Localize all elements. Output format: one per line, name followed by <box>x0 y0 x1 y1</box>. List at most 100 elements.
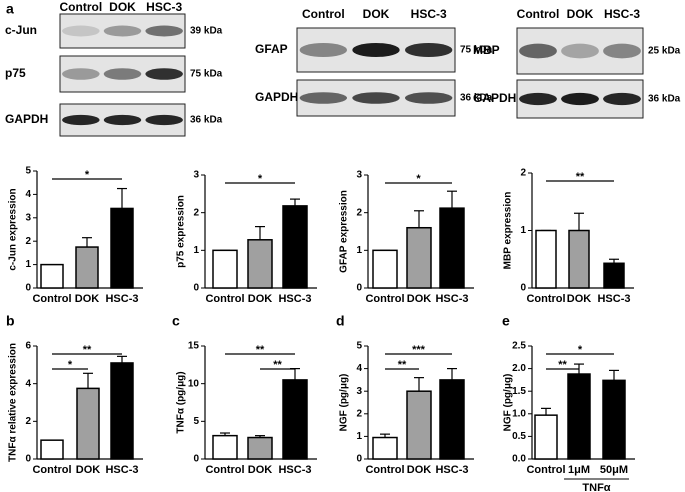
panel-letter: d <box>336 313 345 329</box>
blot-band <box>352 92 400 104</box>
y-tick-label: 0 <box>193 283 199 294</box>
y-axis-label: TNFα relative expression <box>8 343 19 462</box>
blot-band <box>519 92 557 106</box>
kda-label: 75 kDa <box>460 45 493 56</box>
significance-label: * <box>258 173 263 185</box>
bar <box>535 229 557 289</box>
bar <box>406 226 432 289</box>
y-tick-label: 5 <box>356 341 362 352</box>
y-tick-label: 5 <box>25 166 31 177</box>
blot-band <box>103 25 142 37</box>
x-tick-label: Control <box>205 464 244 476</box>
significance-label: ** <box>83 344 92 356</box>
lane-label: Control <box>60 0 103 14</box>
bar <box>603 262 625 289</box>
y-tick-label: 2.0 <box>512 363 526 374</box>
x-tick-label: HSC-3 <box>278 464 311 476</box>
x-tick-label: Control <box>32 293 71 305</box>
lane-label: HSC-3 <box>146 0 182 14</box>
y-tick-label: 0 <box>356 283 362 294</box>
kda-label: 36 kDa <box>190 115 223 126</box>
y-tick-label: 2 <box>193 207 199 218</box>
blot-band <box>299 92 348 104</box>
bar <box>567 373 591 460</box>
blot-band <box>603 92 641 106</box>
blot-band <box>561 92 599 106</box>
x-tick-label: DOK <box>248 464 273 476</box>
x-tick-label: DOK <box>75 293 100 305</box>
y-tick-label: 1 <box>25 259 31 270</box>
x-tick-label: Control <box>365 293 404 305</box>
y-axis-label: GFAP expression <box>339 190 350 273</box>
y-tick-label: 2.5 <box>512 341 526 352</box>
x-tick-label: DOK <box>407 464 432 476</box>
x-tick-label: Control <box>205 293 244 305</box>
bar <box>439 379 465 460</box>
bar <box>76 387 100 460</box>
panel-letter: b <box>6 313 15 329</box>
protein-label: p75 <box>5 66 26 80</box>
x-tick-label: HSC-3 <box>105 293 138 305</box>
protein-label: GAPDH <box>473 91 516 105</box>
bar <box>40 439 64 460</box>
blot-band <box>62 25 100 37</box>
bar <box>282 205 308 289</box>
blot-band <box>352 42 400 58</box>
y-axis-label: p75 expression <box>176 195 187 268</box>
blot-band <box>145 114 183 126</box>
y-axis-label: MBP expression <box>503 192 514 270</box>
y-tick-label: 4 <box>356 363 362 374</box>
y-tick-label: 6 <box>25 341 31 352</box>
kda-label: 36 kDa <box>648 94 681 105</box>
y-tick-label: 3 <box>25 212 31 223</box>
blot-band <box>603 43 641 59</box>
significance-label: *** <box>412 344 426 356</box>
significance-label: * <box>68 359 73 371</box>
blot-band <box>299 42 348 58</box>
y-tick-label: 4 <box>25 378 31 389</box>
y-tick-label: 1 <box>356 245 362 256</box>
y-tick-label: 0.5 <box>512 431 526 442</box>
kda-label: 36 kDa <box>460 93 493 104</box>
x-tick-label: HSC-3 <box>278 293 311 305</box>
y-tick-label: 1 <box>193 245 199 256</box>
y-tick-label: 0 <box>25 283 31 294</box>
significance-label: ** <box>273 359 282 371</box>
kda-label: 25 kDa <box>648 46 681 57</box>
y-tick-label: 1 <box>356 431 362 442</box>
blot-band <box>519 43 557 59</box>
lane-label: DOK <box>363 7 390 21</box>
bar <box>568 229 590 289</box>
y-tick-label: 2 <box>520 168 526 179</box>
x-tick-label: HSC-3 <box>435 293 468 305</box>
bar <box>247 436 273 460</box>
y-axis-label: c-Jun expression <box>8 188 19 270</box>
blot-band <box>145 25 183 37</box>
blot-band <box>404 92 453 104</box>
significance-label: * <box>416 173 421 185</box>
x-tick-label: HSC-3 <box>597 293 630 305</box>
y-tick-label: 2 <box>25 236 31 247</box>
y-tick-label: 1 <box>520 225 526 236</box>
y-tick-label: 1.5 <box>512 386 526 397</box>
blot-band <box>62 114 100 126</box>
significance-label: * <box>578 344 583 356</box>
bar <box>439 207 465 289</box>
blot-band <box>561 43 599 59</box>
bar <box>110 362 134 460</box>
y-axis-label: NGF (pg/μg) <box>339 374 350 432</box>
blot-band <box>103 68 142 80</box>
blot-band <box>145 68 183 80</box>
panel-letter: e <box>502 313 510 329</box>
y-tick-label: 0 <box>520 283 526 294</box>
bar <box>212 249 238 289</box>
bar <box>372 436 398 460</box>
y-tick-label: 1.0 <box>512 408 526 419</box>
x-tick-label: Control <box>365 464 404 476</box>
protein-label: GAPDH <box>5 112 48 126</box>
kda-label: 39 kDa <box>190 26 223 37</box>
bar <box>406 390 432 460</box>
lane-label: DOK <box>567 7 594 21</box>
blot-band <box>103 114 142 126</box>
y-tick-label: 0 <box>193 454 199 465</box>
